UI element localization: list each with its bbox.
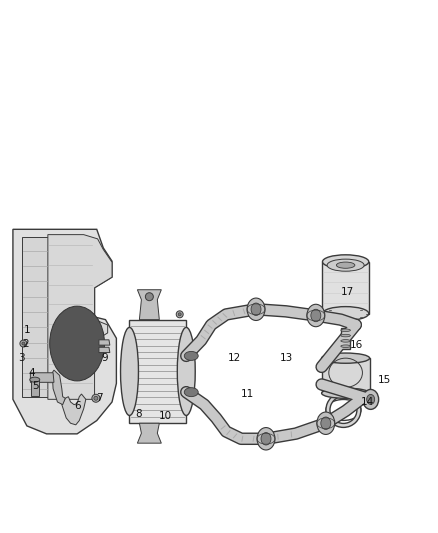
Ellipse shape [176,311,183,318]
Polygon shape [48,235,112,399]
Text: 1: 1 [24,325,30,335]
Ellipse shape [247,298,265,320]
Ellipse shape [367,394,374,405]
Ellipse shape [261,433,271,445]
Ellipse shape [341,329,350,332]
Text: 10: 10 [159,411,172,421]
Ellipse shape [22,342,25,345]
Ellipse shape [317,412,335,434]
Ellipse shape [321,417,331,430]
Ellipse shape [257,427,275,450]
Text: 9: 9 [101,353,108,363]
Text: 16: 16 [350,340,363,350]
Text: 8: 8 [135,409,141,419]
Ellipse shape [341,334,350,337]
Ellipse shape [321,353,370,364]
Text: 5: 5 [32,381,39,391]
Text: 7: 7 [95,393,102,403]
Polygon shape [21,237,48,397]
Ellipse shape [120,327,138,415]
Ellipse shape [20,340,27,347]
Polygon shape [13,229,117,434]
Ellipse shape [49,306,105,381]
Ellipse shape [30,377,40,382]
Text: 13: 13 [280,353,293,363]
Bar [341,328,350,349]
Ellipse shape [322,255,369,269]
Text: 14: 14 [361,397,374,407]
Ellipse shape [321,388,370,398]
Polygon shape [99,348,110,352]
Text: 15: 15 [378,375,391,385]
Ellipse shape [178,313,181,316]
Ellipse shape [184,351,198,360]
Text: 11: 11 [241,389,254,399]
Bar [321,358,370,393]
Ellipse shape [145,293,153,301]
Bar [31,379,39,395]
Polygon shape [52,370,65,405]
Ellipse shape [341,345,350,348]
Ellipse shape [363,390,378,409]
Text: 4: 4 [28,368,35,378]
Text: 3: 3 [18,353,25,364]
Ellipse shape [336,262,355,268]
Text: 6: 6 [74,401,81,411]
Polygon shape [99,340,110,345]
Bar [322,262,369,313]
Text: 12: 12 [228,353,241,363]
Text: 2: 2 [22,338,29,349]
Polygon shape [138,290,161,320]
Text: 17: 17 [341,287,354,297]
Ellipse shape [311,309,321,322]
Polygon shape [138,423,161,443]
Ellipse shape [94,396,98,400]
Ellipse shape [327,259,364,271]
Polygon shape [30,373,54,382]
Ellipse shape [341,340,350,342]
Ellipse shape [251,303,261,316]
Ellipse shape [307,304,325,327]
Polygon shape [62,394,86,425]
Ellipse shape [177,327,195,415]
Bar [130,320,186,423]
Ellipse shape [322,306,369,320]
Ellipse shape [184,387,198,397]
Ellipse shape [92,394,100,402]
